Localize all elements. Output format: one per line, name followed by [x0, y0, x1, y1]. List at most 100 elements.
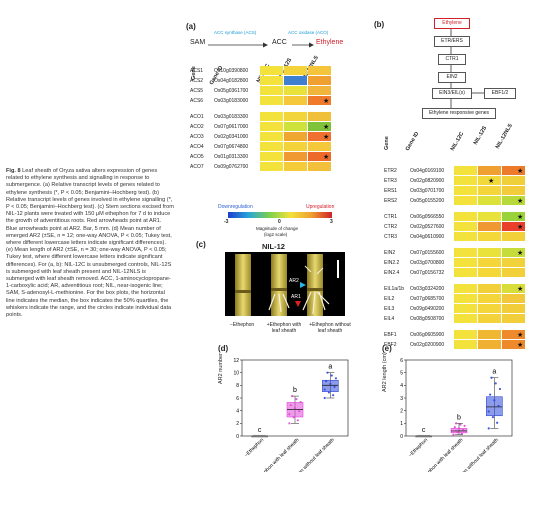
panel-b-heat-cell [478, 330, 501, 339]
legend-title: Magnitude of change [256, 226, 299, 231]
panel-d-ytick-label: 8 [236, 383, 239, 389]
panel-e-significance-letter: c [422, 427, 426, 434]
panel-a-heat-cell [284, 96, 307, 105]
sam-label: SAM [190, 39, 206, 46]
panel-b-gene-id: Os04g0169100 [410, 168, 445, 174]
arrow-sam-acc-icon [208, 42, 268, 48]
panel-b-gene-id: Os08g0508700 [410, 316, 445, 322]
ar2-label: AR2 [289, 278, 299, 284]
heatmap-legend: Downregulation Upregulation -3 0 3 Magni… [218, 204, 358, 244]
legend-tick-max: 3 [330, 219, 333, 225]
panel-b-gene-label: EBF1 [384, 332, 397, 338]
panel-b-significance-star-icon: ★ [517, 286, 524, 293]
legend-gradient [228, 212, 332, 218]
panel-b-heat-cell [454, 176, 477, 185]
panel-e-ytick-label: 4 [400, 383, 403, 389]
panel-b-gene-id: Os02g0200900 [410, 342, 445, 348]
panel-b-gene-label: ETR2 [384, 168, 397, 174]
panel-b-gene-label: CTR3 [384, 234, 398, 240]
panel-a-heat-cell [260, 132, 283, 141]
panel-a-gene-id: Os03g0183300 [214, 114, 249, 120]
panel-a-heat-cell [308, 112, 331, 121]
panel-b-gene-id: Os09g0490200 [410, 306, 445, 312]
panel-b-gene-label: ERS2 [384, 198, 398, 204]
panel-b-heat-cell [478, 222, 501, 231]
panel-d-data-point [293, 407, 297, 410]
condition-label-3: +Ethephon without leaf sheath [309, 322, 351, 334]
ein3-eil-box: EIN3/EIL(s) [432, 88, 472, 99]
panel-d-data-point [330, 374, 333, 377]
panel-d-data-point [295, 398, 298, 401]
panel-b-significance-star-icon: ★ [517, 250, 524, 257]
panel-b-heat-cell [502, 294, 525, 303]
panel-c-conditions: −Ethephon +Ethephon with leaf sheath +Et… [222, 320, 352, 342]
panel-b-heat-cell [454, 166, 477, 175]
panel-a-heat-cell [284, 66, 307, 75]
panel-b-heat-cell [478, 314, 501, 323]
panel-d-data-point [288, 413, 291, 416]
panel-a-heat-cell [284, 162, 307, 171]
panel-b-col2-header: NIL-12S [472, 125, 489, 146]
panel-a-heat-cell [284, 152, 307, 161]
panel-b-significance-star-icon: ★ [488, 178, 495, 185]
panel-a-heat-cell [284, 132, 307, 141]
panel-b-heat-cell [478, 304, 501, 313]
panel-b-heat-cell [454, 232, 477, 241]
panel-a-heat-cell [308, 122, 331, 131]
panel-b-gene-label: ERS1 [384, 188, 398, 194]
panel-b-heat-cell [478, 268, 501, 277]
panel-e-data-point [455, 422, 458, 425]
panel-b-gene-header: Gene [384, 136, 390, 150]
panel-b-heat-cell [454, 314, 477, 323]
panel-b-heat-cell [478, 176, 501, 185]
panel-e-data-point [498, 387, 502, 391]
ctr1-box: CTR1 [438, 54, 466, 65]
panel-a-gene-id: Os10g0390800 [214, 68, 249, 74]
panel-a-heat-cell [260, 122, 283, 131]
panel-a-significance-star-icon: ★ [323, 98, 330, 105]
panel-b-heat-cell [478, 232, 501, 241]
panel-b-gene-id: Os04g0610900 [410, 234, 445, 240]
panel-a-significance-star-icon: ★ [323, 124, 330, 131]
panel-b-significance-star-icon: ★ [517, 332, 524, 339]
panel-b-gene-id: Os07g0155600 [410, 250, 445, 256]
panel-d-data-point [296, 419, 299, 422]
panel-e-data-point [494, 382, 497, 385]
panel-d-ytick-label: 4 [236, 408, 239, 414]
panel-b-gene-id: Os02g0820900 [410, 178, 445, 184]
panel-a-gene-label: ACO1 [190, 114, 204, 120]
panel-e-ytick-label: 3 [400, 396, 403, 402]
panel-a-gene-id: Os04g0182800 [214, 78, 249, 84]
panel-b-heat-cell [502, 268, 525, 277]
acc-label: ACC [272, 39, 287, 46]
panel-d-ytick-label: 0 [236, 434, 239, 440]
ar1-arrowhead-icon [295, 301, 301, 307]
panel-b-heat-cell [454, 304, 477, 313]
panel-a-gene-id: Os03g0183000 [214, 98, 249, 104]
panel-a-heat-cell [260, 86, 283, 95]
panel-e-data-point [491, 416, 495, 419]
panel-d-data-point [291, 395, 294, 398]
panel-b-heat-cell [454, 330, 477, 339]
panel-a-letter: (a) [186, 22, 196, 31]
condition-label-2: +Ethephon with leaf sheath [266, 322, 302, 334]
panel-b-gene-id: Os06g0605900 [410, 332, 445, 338]
panel-d-data-point [325, 380, 328, 383]
panel-b-gene-id: Os03g0701700 [410, 188, 445, 194]
panel-b-heat-cell [502, 314, 525, 323]
panel-a-heat-cell [260, 112, 283, 121]
panel-b-heat-cell [478, 166, 501, 175]
panel-b-heat-cell [502, 248, 525, 257]
panel-d-data-point [292, 416, 295, 419]
panel-a-heat-cell [284, 122, 307, 131]
panel-a-gene-label: ACS1 [190, 68, 204, 74]
panel-b-gene-label: EIL1a/1b [384, 286, 405, 292]
panel-a-gene-label: ACS2 [190, 78, 204, 84]
panel-e-data-point [490, 376, 493, 379]
panel-b-col1-header: NIL-12C [449, 131, 466, 152]
panel-a-gene-label: ACO3 [190, 134, 204, 140]
ar1-label: AR1 [291, 294, 301, 300]
panel-a-heat-cell [308, 86, 331, 95]
panel-b-letter: (b) [374, 20, 385, 29]
